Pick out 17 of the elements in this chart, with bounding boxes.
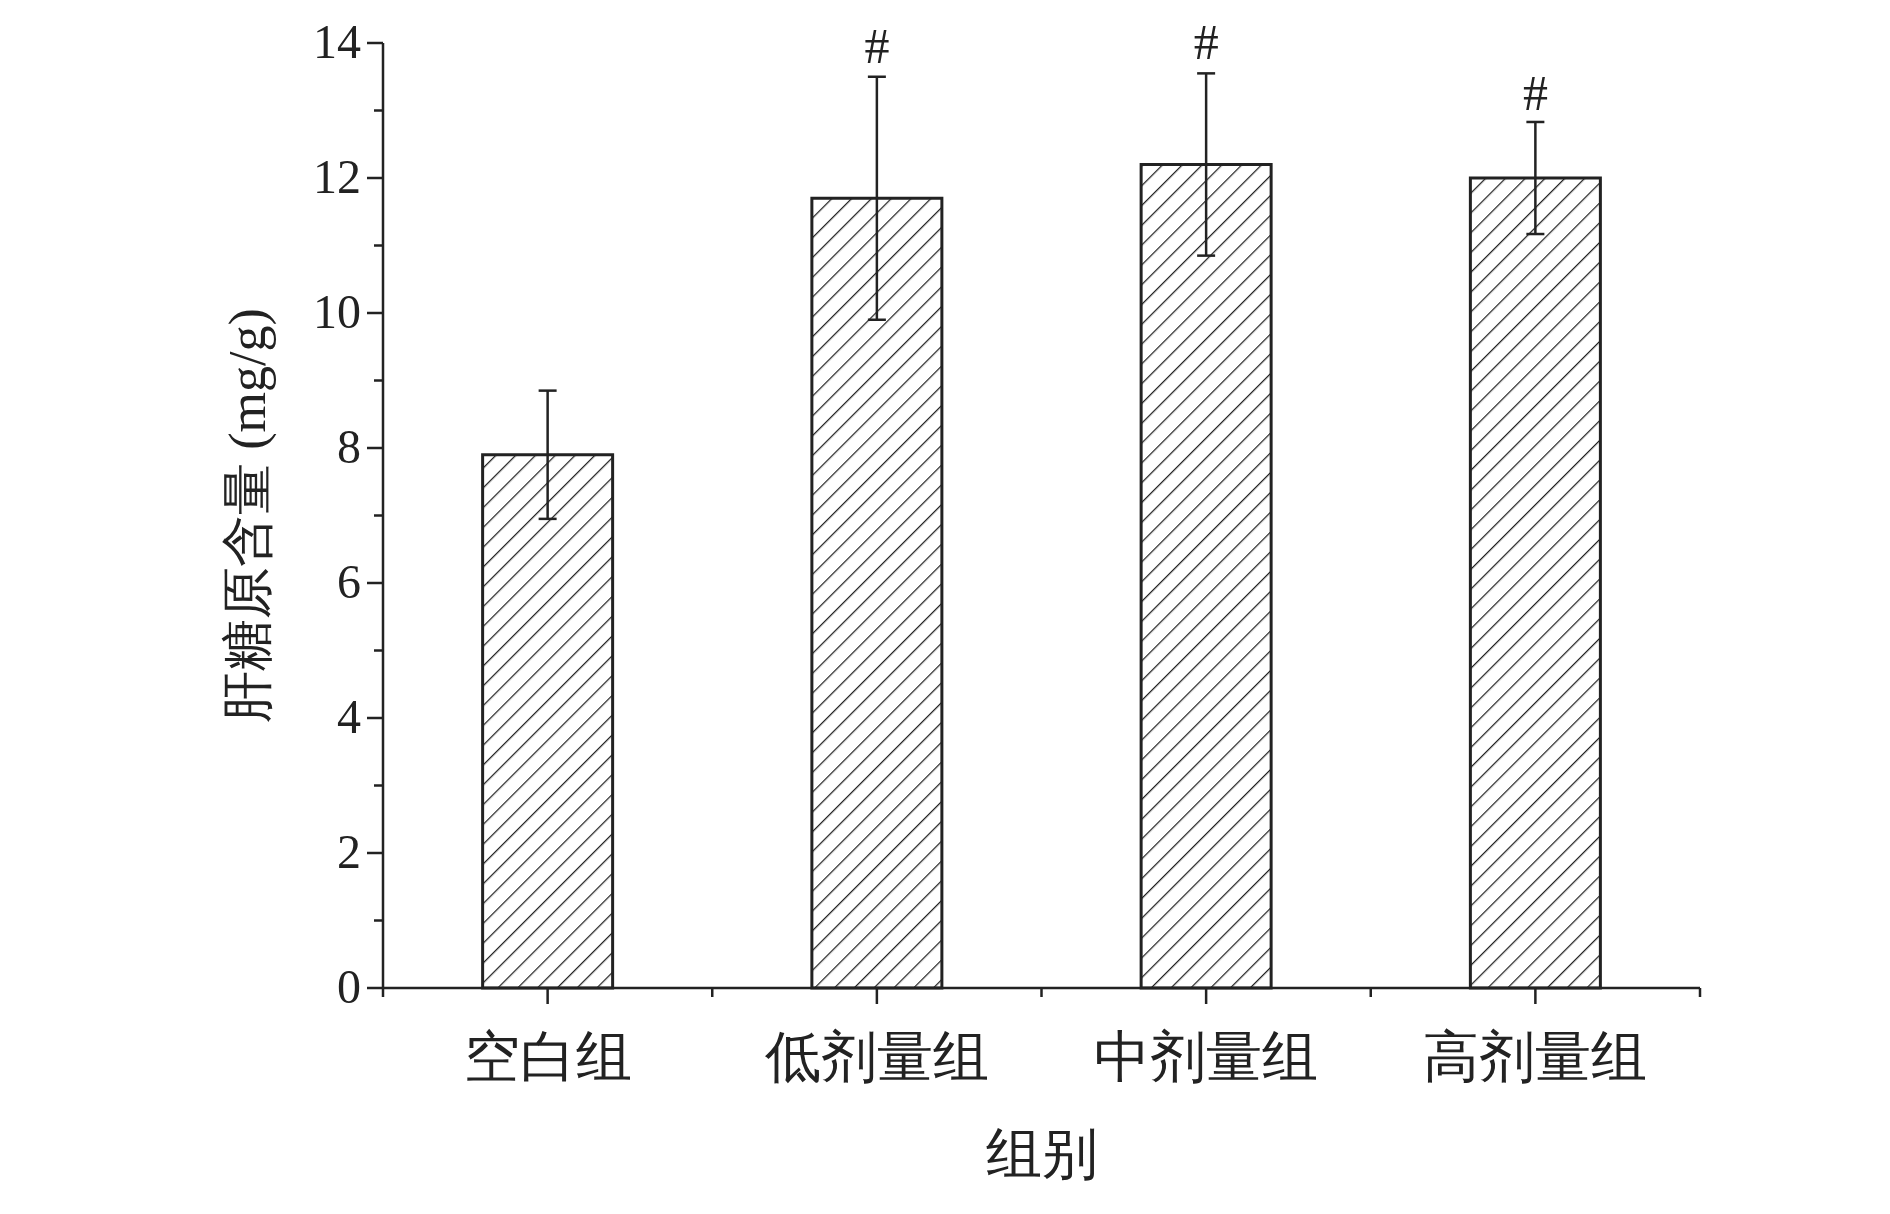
annotation: # [1522,65,1548,121]
y-tick-label: 2 [337,825,361,878]
y-tick-label: 12 [313,150,361,203]
x-axis-title: 组别 [985,1123,1098,1185]
y-tick-label: 14 [313,15,361,68]
x-tick-label: 高剂量组 [1423,1026,1648,1088]
y-tick-label: 8 [337,420,361,473]
y-tick-label: 6 [337,555,361,608]
x-tick-label: 空白组 [463,1026,632,1088]
y-tick-label: 10 [313,285,361,338]
x-tick-label: 中剂量组 [1094,1026,1319,1088]
annotation: # [864,17,890,74]
annotation: # [1193,14,1219,71]
y-tick-label: 0 [337,960,361,1013]
y-axis-title: 肝糖原含量 (mg/g) [219,308,277,723]
x-tick-label: 低剂量组 [764,1026,989,1088]
y-tick-label: 4 [337,690,361,743]
